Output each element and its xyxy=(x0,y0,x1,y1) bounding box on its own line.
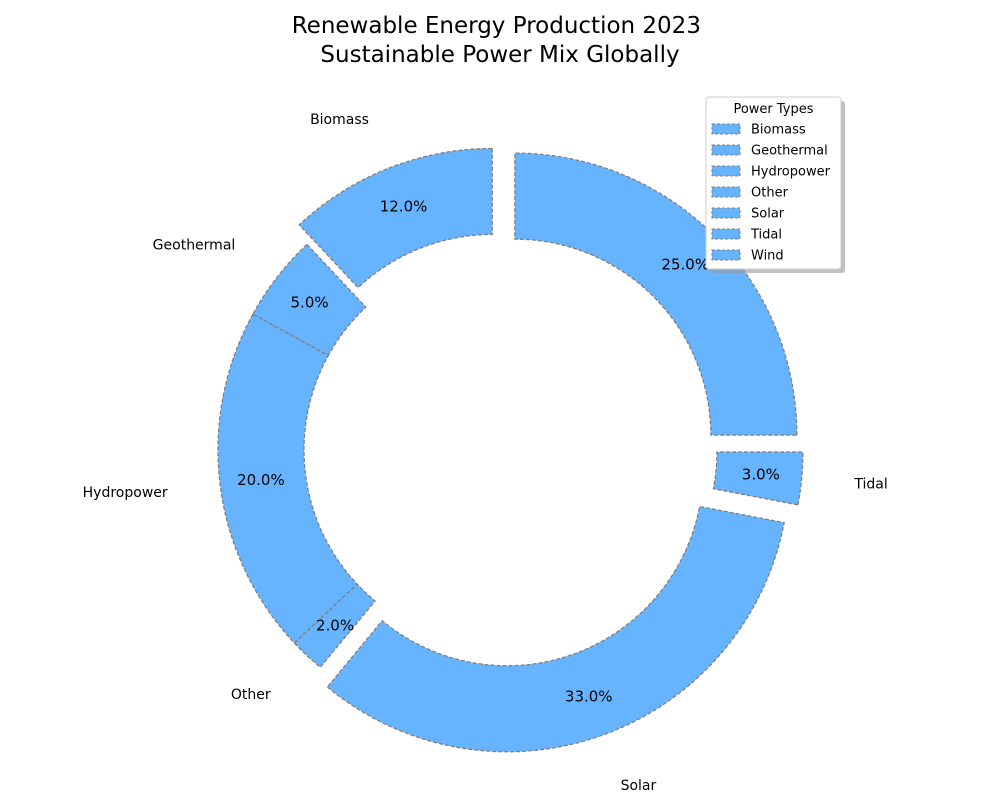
legend-label-geothermal: Geothermal xyxy=(751,144,828,159)
slice-tidal xyxy=(712,451,804,506)
chart-title-line-1: Renewable Energy Production 2023 xyxy=(292,13,701,39)
slice-other xyxy=(293,583,376,669)
legend-label-solar: Solar xyxy=(751,207,785,222)
legend-label-hydropower: Hydropower xyxy=(751,165,831,180)
slice-labels: Biomass 12.0% Geothermal 5.0% Hydropower 20.0… xyxy=(83,112,888,794)
legend-swatch-geothermal xyxy=(711,144,741,156)
slice-value-label-tidal: 3.0% xyxy=(742,466,780,484)
legend-swatch-tidal xyxy=(711,228,741,240)
slice-label-other: Other xyxy=(231,687,271,703)
slice-biomass xyxy=(298,147,493,289)
legend: Power Types Biomass Geothermal Hydropower O… xyxy=(705,96,845,273)
legend-box xyxy=(705,96,842,270)
legend-items: Biomass Geothermal Hydropower Other Solar Tid… xyxy=(711,123,831,264)
legend-label-biomass: Biomass xyxy=(751,123,806,138)
legend-swatch-hydropower xyxy=(711,165,741,177)
chart-title-line-2: Sustainable Power Mix Globally xyxy=(320,42,679,68)
chart-title: Renewable Energy Production 2023 Sustain… xyxy=(292,13,709,68)
legend-label-other: Other xyxy=(751,186,789,201)
slice-label-tidal: Tidal xyxy=(853,477,887,493)
slice-geothermal xyxy=(251,243,367,357)
slice-wind xyxy=(514,152,798,436)
slice-value-label-other: 2.0% xyxy=(316,617,354,635)
slice-label-solar: Solar xyxy=(621,778,657,794)
slice-label-hydropower: Hydropower xyxy=(83,485,168,501)
donut-slices xyxy=(217,147,804,753)
slice-value-label-solar: 33.0% xyxy=(565,688,613,706)
slice-value-label-hydropower: 20.0% xyxy=(237,471,285,489)
slice-value-label-geothermal: 5.0% xyxy=(291,293,329,311)
slice-label-biomass: Biomass xyxy=(310,112,369,128)
legend-label-tidal: Tidal xyxy=(750,228,782,243)
slice-solar xyxy=(326,505,785,753)
legend-swatch-other xyxy=(711,186,741,198)
slice-label-geothermal: Geothermal xyxy=(153,238,236,254)
legend-swatch-biomass xyxy=(711,123,741,135)
slice-hydropower xyxy=(217,313,359,644)
slice-value-label-biomass: 12.0% xyxy=(380,197,428,215)
legend-label-wind: Wind xyxy=(751,249,784,264)
legend-swatch-wind xyxy=(711,249,741,261)
legend-swatch-solar xyxy=(711,207,741,219)
slice-value-label-wind: 25.0% xyxy=(661,256,709,274)
legend-title: Power Types xyxy=(733,102,813,117)
